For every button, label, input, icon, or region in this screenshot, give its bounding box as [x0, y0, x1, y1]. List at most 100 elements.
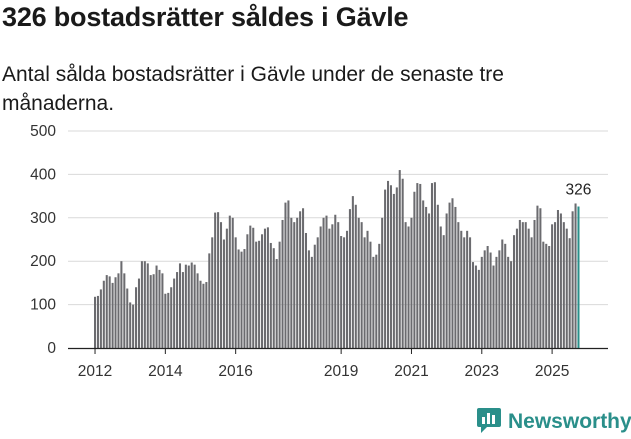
bar	[161, 273, 164, 348]
x-tick-label: 2025	[535, 363, 569, 380]
bar	[132, 304, 135, 348]
bar	[387, 180, 390, 348]
bar	[190, 262, 193, 348]
bar	[255, 241, 258, 348]
chart-subtitle: Antal sålda bostadsrätter i Gävle under …	[2, 63, 504, 115]
bar	[554, 222, 557, 348]
bar	[436, 204, 439, 348]
bar	[299, 211, 302, 348]
bar	[266, 227, 269, 348]
bar	[539, 208, 542, 348]
y-tick-label: 0	[47, 340, 56, 357]
y-tick-label: 500	[30, 123, 56, 140]
bar	[164, 293, 167, 348]
bar	[445, 213, 448, 348]
bar	[173, 278, 176, 348]
bar	[319, 226, 322, 348]
bar	[381, 217, 384, 348]
bar	[202, 283, 205, 348]
bar	[222, 239, 225, 348]
bar	[263, 228, 266, 348]
bar	[457, 222, 460, 348]
x-tick-label: 2021	[394, 363, 428, 380]
bar	[551, 224, 554, 348]
bar	[565, 228, 568, 348]
bar	[486, 246, 489, 348]
bar	[196, 273, 199, 348]
x-tick-label: 2019	[324, 363, 358, 380]
bar	[243, 249, 246, 348]
bar	[269, 242, 272, 348]
bar	[521, 222, 524, 348]
bar	[413, 191, 416, 348]
bar	[252, 227, 255, 348]
bar	[442, 235, 445, 348]
bar	[155, 265, 158, 348]
bar	[548, 246, 551, 348]
bar	[395, 187, 398, 348]
bar	[515, 228, 518, 348]
bar	[504, 243, 507, 348]
bar	[507, 256, 510, 348]
bar	[501, 239, 504, 348]
highlight-value-label: 326	[566, 182, 592, 199]
bar	[205, 282, 208, 348]
bar	[340, 236, 343, 348]
bar	[545, 243, 548, 348]
bar	[126, 288, 129, 348]
bar-highlight	[577, 206, 580, 348]
y-tick-label: 100	[30, 297, 56, 314]
y-axis-ticks: 0 100 200 300 400 500	[30, 123, 56, 357]
bar	[466, 230, 469, 348]
bar	[219, 222, 223, 348]
bar	[378, 243, 381, 348]
chart-title: 326 bostadsrätter såldes i Gävle	[2, 2, 409, 32]
bar	[492, 265, 495, 348]
bar	[217, 212, 220, 348]
bar	[372, 256, 375, 348]
bar	[304, 232, 308, 348]
bar	[117, 273, 120, 348]
bar	[287, 200, 290, 348]
bar	[284, 202, 287, 348]
bar	[302, 208, 305, 348]
bar	[296, 217, 299, 348]
bar	[401, 178, 404, 348]
bar	[237, 249, 240, 348]
bar	[433, 182, 436, 348]
x-tick-label: 2012	[78, 363, 112, 380]
bar	[214, 212, 217, 348]
bar	[290, 217, 293, 348]
bar-series	[94, 170, 580, 348]
bar	[208, 253, 211, 348]
bar	[530, 237, 533, 348]
bar	[225, 228, 228, 348]
bar	[348, 209, 351, 348]
bar	[334, 214, 337, 348]
newsworthy-chart-icon	[476, 406, 502, 439]
bar	[258, 240, 261, 348]
bar	[498, 250, 501, 348]
bar	[184, 264, 187, 348]
bar	[343, 237, 346, 348]
bar	[469, 237, 472, 348]
bar	[193, 264, 196, 348]
bar	[293, 222, 296, 348]
bar	[281, 219, 284, 348]
bar	[307, 250, 310, 348]
bar	[524, 222, 527, 348]
bar	[477, 269, 480, 348]
bar-labels: 326	[566, 182, 592, 199]
bar	[178, 263, 182, 348]
bar	[389, 185, 392, 348]
bar	[430, 183, 433, 348]
bar	[120, 261, 123, 348]
bar	[108, 276, 111, 348]
bar	[489, 252, 492, 348]
bar	[419, 183, 422, 348]
bar	[454, 206, 457, 348]
bar	[556, 209, 559, 348]
bar	[574, 203, 577, 348]
y-tick-label: 200	[30, 253, 56, 270]
